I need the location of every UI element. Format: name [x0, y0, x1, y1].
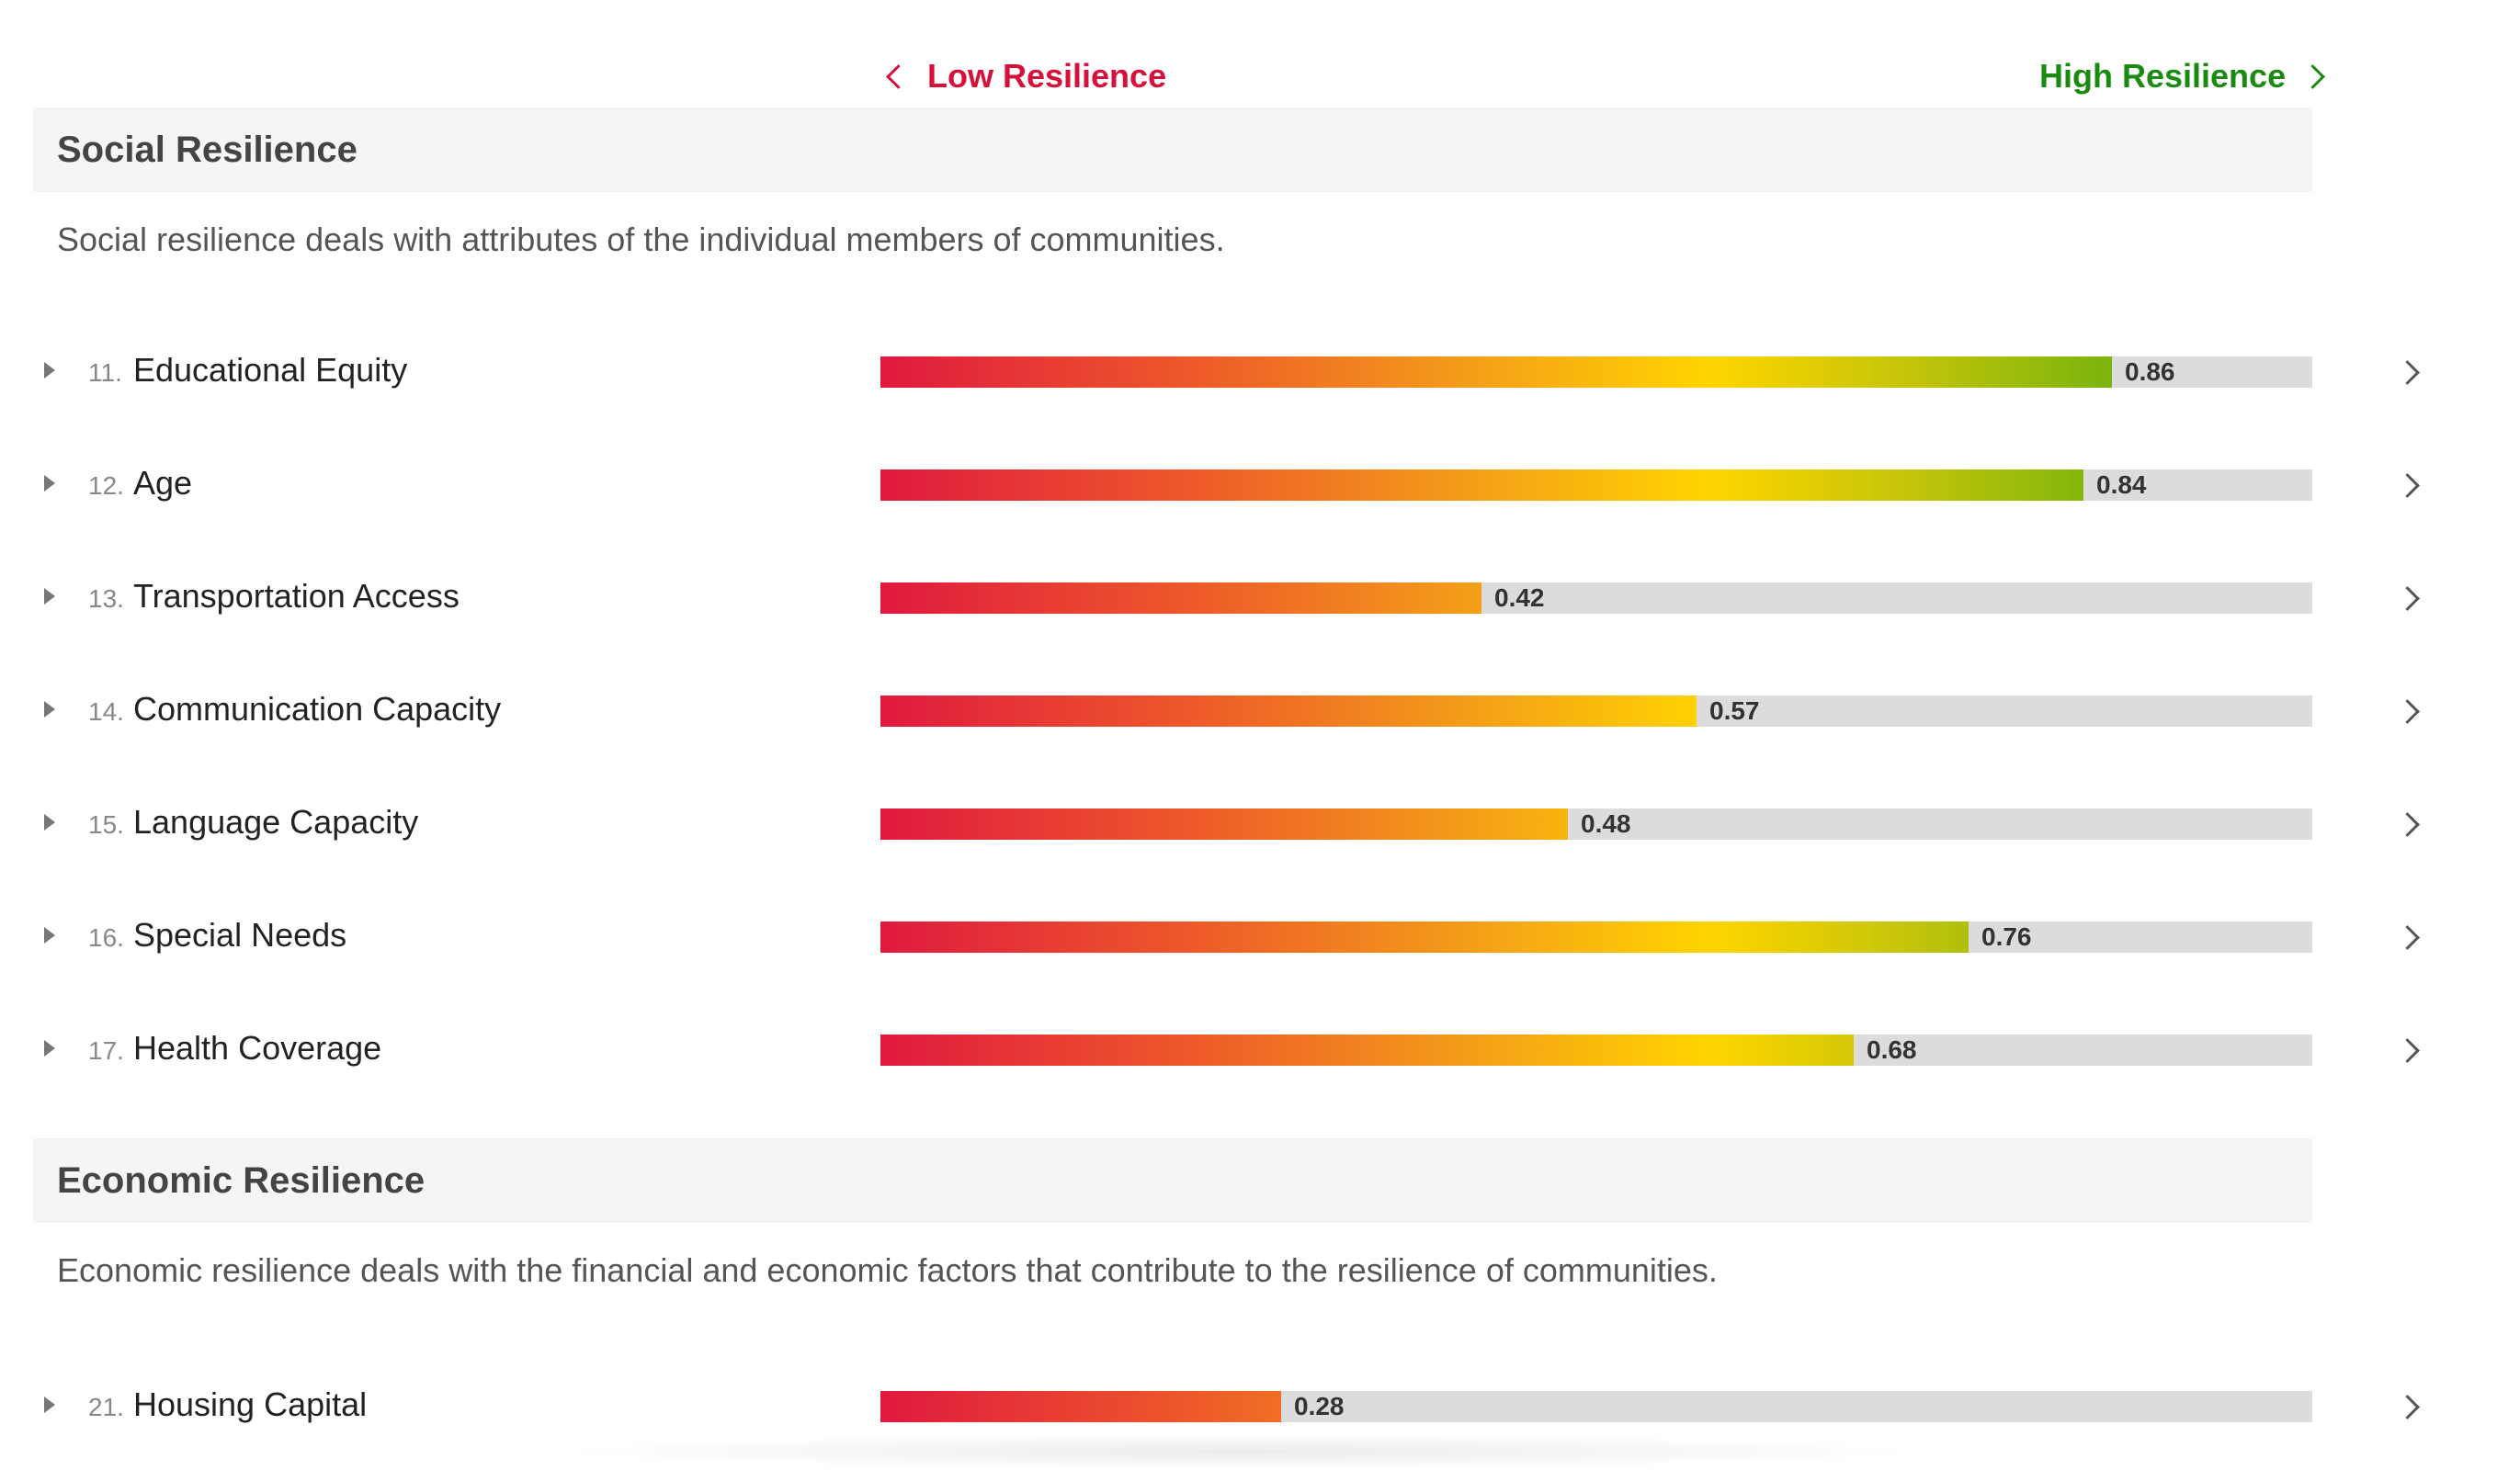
score-bar-track: 0.42: [880, 582, 2312, 614]
score-value: 0.42: [1494, 583, 1545, 612]
section-header-economic: Economic Resilience: [33, 1138, 2312, 1223]
expand-caret-icon[interactable]: [44, 588, 55, 605]
score-bar-fill: [880, 469, 2083, 501]
score-bar-fill: [880, 922, 1969, 953]
low-resilience-legend[interactable]: Low Resilience: [886, 57, 1167, 96]
expand-caret-icon[interactable]: [44, 475, 55, 492]
metric-name: Language Capacity: [133, 803, 419, 841]
metric-name: Housing Capital: [133, 1385, 368, 1423]
score-bar-fill: [880, 695, 1697, 727]
metric-row[interactable]: 21. Housing Capital 0.28: [33, 1378, 2459, 1433]
chevron-right-icon[interactable]: [2395, 812, 2420, 837]
score-value: 0.68: [1867, 1035, 1917, 1064]
metric-name: Educational Equity: [133, 351, 408, 389]
chevron-right-icon[interactable]: [2395, 925, 2420, 950]
score-bar-track: 0.28: [880, 1391, 2312, 1422]
metric-row[interactable]: 11. Educational Equity 0.86: [33, 344, 2459, 399]
expand-caret-icon[interactable]: [44, 362, 55, 379]
chevron-right-icon[interactable]: [2395, 473, 2420, 498]
metric-row[interactable]: 14. Communication Capacity 0.57: [33, 683, 2459, 738]
score-value: 0.48: [1581, 809, 1631, 838]
score-value: 0.57: [1709, 696, 1760, 725]
section-description: Social resilience deals with attributes …: [57, 220, 1225, 258]
metric-name: Communication Capacity: [133, 690, 502, 728]
chevron-right-icon[interactable]: [2395, 360, 2420, 385]
chevron-right-icon[interactable]: [2395, 699, 2420, 724]
chevron-left-icon: [886, 63, 911, 89]
section-title: Economic Resilience: [57, 1159, 426, 1201]
low-resilience-label: Low Resilience: [927, 57, 1167, 95]
score-bar-track: 0.68: [880, 1035, 2312, 1066]
metric-number: 21.: [88, 1393, 124, 1421]
expand-caret-icon[interactable]: [44, 814, 55, 831]
metric-row[interactable]: 16. Special Needs 0.76: [33, 909, 2459, 964]
metric-number: 12.: [88, 471, 124, 500]
metric-name: Transportation Access: [133, 577, 460, 615]
expand-caret-icon[interactable]: [44, 927, 55, 944]
metric-number: 17.: [88, 1036, 124, 1065]
score-bar-fill: [880, 1391, 1281, 1422]
metric-row[interactable]: 15. Language Capacity 0.48: [33, 796, 2459, 851]
metric-name: Health Coverage: [133, 1029, 382, 1067]
metric-name: Age: [133, 464, 193, 502]
chevron-right-icon[interactable]: [2395, 1395, 2420, 1419]
score-bar-track: 0.48: [880, 808, 2312, 840]
score-bar-track: 0.76: [880, 922, 2312, 953]
score-value: 0.84: [2096, 470, 2147, 499]
metric-number: 13.: [88, 584, 124, 613]
high-resilience-label: High Resilience: [2039, 57, 2287, 95]
score-bar-track: 0.84: [880, 469, 2312, 501]
scroll-shadow: [551, 1433, 1930, 1470]
score-value: 0.28: [1294, 1392, 1345, 1420]
high-resilience-legend[interactable]: High Resilience: [2039, 57, 2326, 96]
chevron-right-icon: [2300, 63, 2326, 89]
expand-caret-icon[interactable]: [44, 1040, 55, 1057]
metric-number: 11.: [88, 358, 122, 387]
score-bar-fill: [880, 1035, 1854, 1066]
score-bar-fill: [880, 356, 2112, 388]
metric-name: Special Needs: [133, 916, 347, 954]
metric-number: 14.: [88, 697, 124, 726]
score-bar-track: 0.86: [880, 356, 2312, 388]
score-value: 0.86: [2125, 357, 2175, 386]
chevron-right-icon[interactable]: [2395, 1038, 2420, 1063]
section-header-social: Social Resilience: [33, 107, 2312, 192]
metric-row[interactable]: 13. Transportation Access 0.42: [33, 570, 2459, 625]
expand-caret-icon[interactable]: [44, 701, 55, 718]
metric-number: 15.: [88, 810, 124, 839]
score-value: 0.76: [1981, 922, 2032, 951]
score-bar-fill: [880, 582, 1481, 614]
section-title: Social Resilience: [57, 129, 358, 170]
chevron-right-icon[interactable]: [2395, 586, 2420, 611]
score-bar-track: 0.57: [880, 695, 2312, 727]
metric-row[interactable]: 12. Age 0.84: [33, 457, 2459, 512]
metric-row[interactable]: 17. Health Coverage 0.68: [33, 1022, 2459, 1077]
expand-caret-icon[interactable]: [44, 1396, 55, 1413]
score-bar-fill: [880, 808, 1568, 840]
section-description: Economic resilience deals with the finan…: [57, 1251, 1718, 1289]
metric-number: 16.: [88, 923, 124, 952]
